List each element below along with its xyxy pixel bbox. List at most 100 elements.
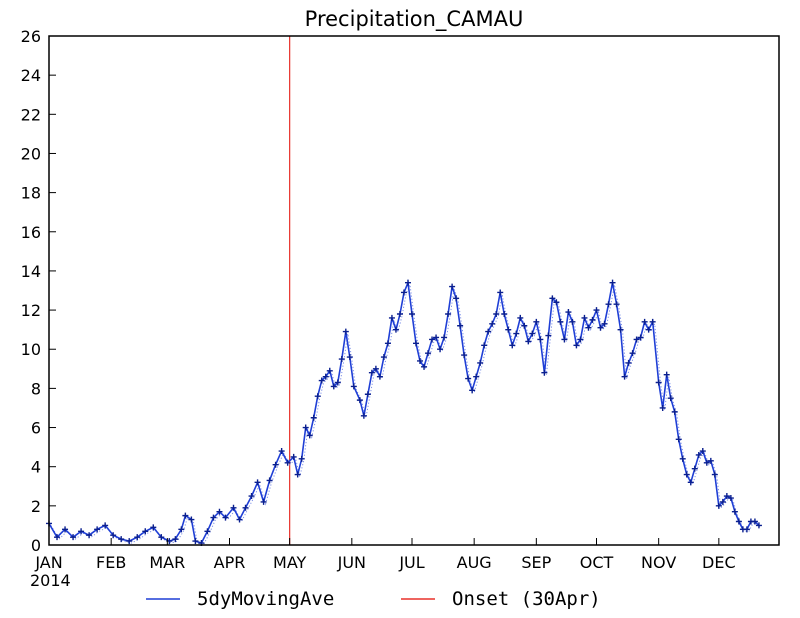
data-point-marker [533,318,540,325]
data-point-marker [461,352,468,359]
data-point-marker [501,310,508,317]
data-point-marker [302,424,309,431]
data-point-marker [126,538,133,545]
data-point-marker [645,326,652,333]
x-tick-label: JAN [34,553,62,572]
data-point-marker [655,379,662,386]
data-point-marker [743,526,750,533]
x-tick-label: AUG [457,553,492,572]
data-point-marker [699,448,706,455]
data-point-marker [372,365,379,372]
data-point-marker [683,471,690,478]
x-tick-label: DEC [702,553,736,572]
y-tick-label: 2 [31,497,41,516]
data-point-marker [298,455,305,462]
data-point-marker [102,522,109,529]
data-point-marker [561,336,568,343]
data-point-marker [671,408,678,415]
data-point-marker [178,526,185,533]
y-tick-label: 14 [21,262,41,281]
data-point-marker [294,471,301,478]
data-point-marker [421,363,428,370]
data-point-marker [581,314,588,321]
data-point-marker [192,538,199,545]
data-point-marker [260,498,267,505]
data-point-marker [118,536,125,543]
y-tick-label: 16 [21,223,41,242]
data-point-marker [346,354,353,361]
data-point-marker [356,397,363,404]
x-tick-label: SEP [521,553,551,572]
raw-series-layer [50,282,762,546]
moving-average-line [48,279,760,544]
data-point-marker [751,518,758,525]
x-tick-label: OCT [580,553,614,572]
data-point-marker [453,295,460,302]
data-point-marker [62,526,69,533]
data-point-marker [485,328,492,335]
data-point-marker [609,279,616,286]
data-point-marker [481,342,488,349]
data-point-marker [216,508,223,515]
data-point-marker [322,373,329,380]
data-point-marker [404,279,411,286]
data-point-marker [433,334,440,341]
data-point-marker [445,310,452,317]
data-point-marker [625,359,632,366]
data-point-marker [553,299,560,306]
data-point-marker [565,309,572,316]
data-point-marker [505,326,512,333]
data-point-marker [342,328,349,335]
data-point-marker [597,324,604,331]
data-point-marker [70,534,77,541]
data-point-marker [735,518,742,525]
data-point-marker [278,448,285,455]
data-point-marker [601,320,608,327]
data-point-marker [525,338,532,345]
x-axis-ticks: JAN FEB MAR APR MAY JUN JUL AUG SEP OCT NOV DEC [34,538,736,572]
y-tick-label: 8 [31,379,41,398]
data-point-marker [310,414,317,421]
data-point-marker [695,451,702,458]
data-point-marker [731,508,738,515]
data-point-marker [755,522,762,529]
x-tick-label: MAY [273,553,307,572]
data-point-marker [429,336,436,343]
data-point-marker [489,320,496,327]
data-point-marker [142,528,149,535]
x-tick-label: APR [214,553,246,572]
data-point-marker [537,336,544,343]
data-point-marker [477,359,484,366]
data-point-marker [637,334,644,341]
data-point-marker [384,340,391,347]
raw-series-trace [50,282,762,546]
data-point-marker [569,318,576,325]
y-tick-label: 20 [21,144,41,163]
data-point-marker [659,404,666,411]
data-point-marker [509,342,516,349]
data-point-marker [330,383,337,390]
data-point-marker [360,412,367,419]
data-point-marker [254,479,261,486]
data-point-marker [521,322,528,329]
data-point-marker [541,369,548,376]
y-tick-label: 0 [31,536,41,555]
data-point-marker [290,453,297,460]
data-point-marker [585,324,592,331]
data-point-marker [719,498,726,505]
chart-title: Precipitation_CAMAU [305,7,524,32]
data-point-marker [573,342,580,349]
data-point-marker [94,526,101,533]
data-point-marker [605,301,612,308]
data-point-marker [449,283,456,290]
data-point-marker [667,395,674,402]
data-point-marker [497,289,504,296]
data-point-marker [338,356,345,363]
data-point-marker [172,536,179,543]
data-point-marker [54,534,61,541]
data-point-marker [641,318,648,325]
data-point-marker [425,350,432,357]
data-point-marker [78,528,85,535]
